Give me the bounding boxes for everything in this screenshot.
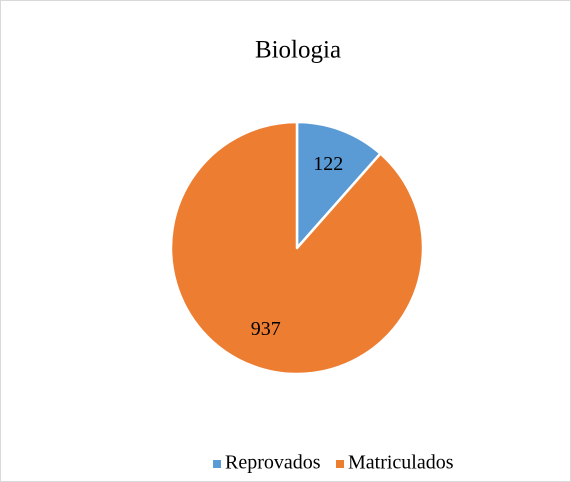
chart-title: Biologia <box>255 37 341 64</box>
data-label: 122 <box>313 153 343 175</box>
legend-label: Reprovados <box>225 452 321 474</box>
legend-swatch <box>336 460 344 468</box>
legend-swatch <box>213 460 221 468</box>
pie-slice <box>169 120 425 376</box>
data-label: 937 <box>251 318 281 340</box>
pie-slice <box>295 120 382 250</box>
legend-label: Matriculados <box>348 452 454 474</box>
